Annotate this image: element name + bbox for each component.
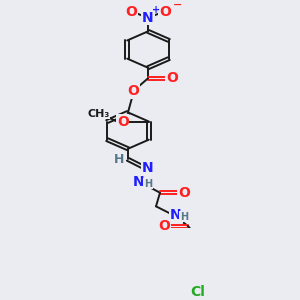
Text: O: O bbox=[125, 5, 137, 19]
Text: H: H bbox=[144, 178, 152, 189]
Text: H: H bbox=[114, 153, 124, 166]
Text: O: O bbox=[159, 5, 171, 19]
Text: O: O bbox=[127, 84, 139, 98]
Text: H: H bbox=[180, 212, 188, 222]
Text: O: O bbox=[117, 115, 129, 128]
Text: Cl: Cl bbox=[190, 285, 206, 299]
Text: CH₃: CH₃ bbox=[88, 109, 110, 119]
Text: N: N bbox=[133, 175, 145, 189]
Text: O: O bbox=[178, 186, 190, 200]
Text: O: O bbox=[158, 219, 170, 233]
Text: +: + bbox=[152, 5, 160, 15]
Text: N: N bbox=[170, 208, 182, 222]
Text: N: N bbox=[142, 11, 154, 25]
Text: O: O bbox=[166, 71, 178, 85]
Text: −: − bbox=[173, 0, 182, 10]
Text: N: N bbox=[142, 161, 154, 176]
